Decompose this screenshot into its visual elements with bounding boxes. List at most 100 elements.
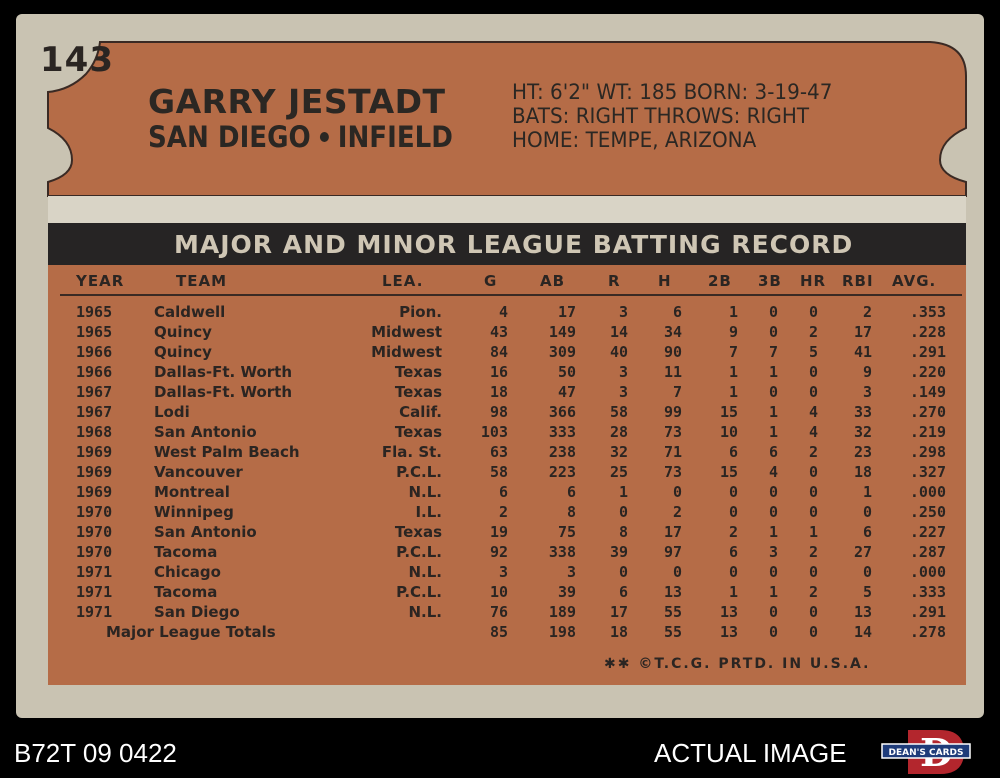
cell-hits: 97	[663, 543, 682, 561]
cell-games: 92	[489, 543, 508, 561]
cell-league: Texas	[394, 523, 442, 541]
totals-label: Major League Totals	[106, 623, 276, 641]
cell-at-bats: 39	[557, 583, 576, 601]
hdr-runs: R	[608, 272, 621, 290]
cell-league: N.L.	[408, 483, 442, 501]
total-runs: 18	[609, 623, 628, 641]
cell-team: Tacoma	[154, 583, 218, 601]
cell-year: 1967	[76, 403, 113, 421]
cell-homeruns: 0	[808, 303, 818, 321]
cell-league: Midwest	[371, 323, 442, 341]
cell-rbi: 6	[862, 523, 872, 541]
cell-runs: 8	[618, 523, 628, 541]
cell-hits: 13	[663, 583, 682, 601]
cell-team: San Antonio	[154, 523, 257, 541]
copyright-line: ✱✱ ©T.C.G. PRTD. IN U.S.A.	[604, 656, 871, 672]
cell-at-bats: 75	[557, 523, 576, 541]
cell-rbi: 0	[862, 563, 872, 581]
cell-league: Calif.	[399, 403, 442, 421]
hdr-rbi: RBI	[842, 272, 874, 290]
cell-year: 1970	[76, 543, 113, 561]
cell-runs: 14	[609, 323, 628, 341]
cell-league: P.C.L.	[396, 543, 442, 561]
cell-hits: 73	[663, 463, 682, 481]
cell-triples: 4	[768, 463, 778, 481]
cell-triples: 0	[768, 603, 778, 621]
cell-homeruns: 2	[808, 443, 818, 461]
cell-doubles: 0	[728, 503, 738, 521]
cell-year: 1971	[76, 603, 113, 621]
team-name: SAN DIEGO	[148, 120, 311, 154]
cell-rbi: 17	[853, 323, 872, 341]
position: INFIELD	[337, 120, 453, 154]
cell-doubles: 6	[728, 443, 738, 461]
cell-team: Winnipeg	[154, 503, 234, 521]
batting-record-table	[48, 265, 966, 685]
cell-hits: 71	[663, 443, 682, 461]
cell-rbi: 18	[853, 463, 872, 481]
cell-triples: 1	[768, 523, 778, 541]
cell-hits: 17	[663, 523, 682, 541]
cell-homeruns: 4	[808, 423, 818, 441]
cell-year: 1967	[76, 383, 113, 401]
total-rbi: 14	[853, 623, 872, 641]
cell-team: Vancouver	[154, 463, 243, 481]
cell-hits: 34	[663, 323, 682, 341]
cell-runs: 25	[609, 463, 628, 481]
cell-hits: 90	[663, 343, 682, 361]
hdr-homeruns: HR	[800, 272, 827, 290]
cell-hits: 0	[672, 563, 682, 581]
cell-league: Pion.	[399, 303, 442, 321]
cell-homeruns: 0	[808, 563, 818, 581]
cell-at-bats: 223	[548, 463, 576, 481]
total-average: .278	[909, 623, 946, 641]
total-at-bats: 198	[548, 623, 576, 641]
cell-year: 1969	[76, 443, 113, 461]
cell-triples: 1	[768, 423, 778, 441]
cell-league: Midwest	[371, 343, 442, 361]
cell-games: 84	[489, 343, 508, 361]
cell-year: 1969	[76, 483, 113, 501]
cell-doubles: 6	[728, 543, 738, 561]
cell-games: 3	[498, 563, 508, 581]
cell-triples: 0	[768, 503, 778, 521]
cell-rbi: 3	[862, 383, 872, 401]
cell-doubles: 0	[728, 483, 738, 501]
cell-average: .287	[909, 543, 946, 561]
cell-runs: 3	[618, 383, 628, 401]
total-doubles: 13	[719, 623, 738, 641]
cell-hits: 0	[672, 483, 682, 501]
cell-league: P.C.L.	[396, 583, 442, 601]
cell-year: 1969	[76, 463, 113, 481]
cell-rbi: 27	[853, 543, 872, 561]
cell-rbi: 23	[853, 443, 872, 461]
cell-at-bats: 47	[557, 383, 576, 401]
cell-doubles: 13	[719, 603, 738, 621]
cell-runs: 0	[618, 503, 628, 521]
cell-at-bats: 149	[548, 323, 576, 341]
cell-year: 1966	[76, 343, 113, 361]
cell-games: 16	[489, 363, 508, 381]
cell-runs: 3	[618, 303, 628, 321]
cell-triples: 1	[768, 403, 778, 421]
cell-average: .270	[909, 403, 946, 421]
cell-doubles: 1	[728, 363, 738, 381]
cell-team: San Antonio	[154, 423, 257, 441]
cell-at-bats: 333	[548, 423, 576, 441]
cell-at-bats: 338	[548, 543, 576, 561]
cell-doubles: 1	[728, 583, 738, 601]
cell-average: .333	[909, 583, 946, 601]
cell-homeruns: 0	[808, 503, 818, 521]
cell-rbi: 0	[862, 503, 872, 521]
cell-doubles: 1	[728, 303, 738, 321]
cell-average: .000	[909, 483, 946, 501]
cell-games: 43	[489, 323, 508, 341]
logo-text: DEAN'S CARDS	[889, 748, 964, 758]
cell-at-bats: 8	[566, 503, 576, 521]
cell-at-bats: 6	[566, 483, 576, 501]
record-title-bar: MAJOR AND MINOR LEAGUE BATTING RECORD	[48, 223, 966, 265]
total-homeruns: 0	[808, 623, 818, 641]
cell-games: 103	[480, 423, 508, 441]
hdr-hits: H	[658, 272, 672, 290]
cell-games: 98	[489, 403, 508, 421]
